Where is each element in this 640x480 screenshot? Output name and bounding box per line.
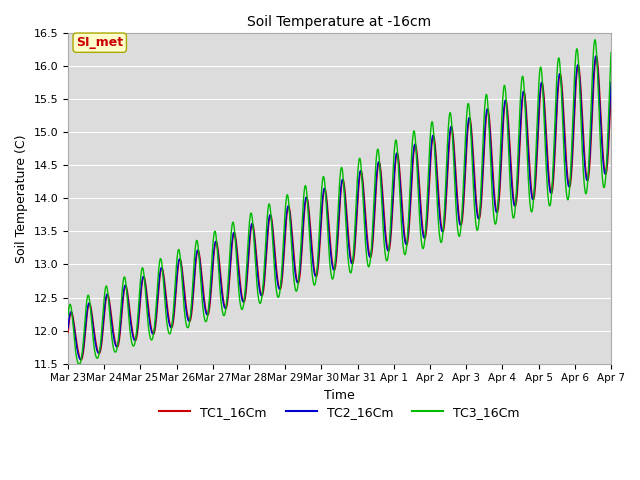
- Title: Soil Temperature at -16cm: Soil Temperature at -16cm: [248, 15, 431, 29]
- Y-axis label: Soil Temperature (C): Soil Temperature (C): [15, 134, 28, 263]
- Legend: TC1_16Cm, TC2_16Cm, TC3_16Cm: TC1_16Cm, TC2_16Cm, TC3_16Cm: [154, 401, 525, 424]
- Text: SI_met: SI_met: [76, 36, 124, 49]
- X-axis label: Time: Time: [324, 389, 355, 402]
